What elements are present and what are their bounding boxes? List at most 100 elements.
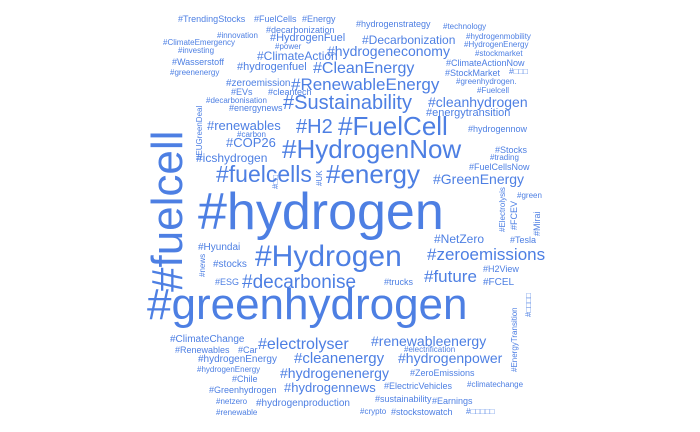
word-EUGreenDeal: #EUGreenDeal [195,105,204,160]
word-H2View: #H2View [483,264,519,274]
word-energy: #energy [326,159,420,189]
word-Renewables: #Renewables [175,345,230,355]
word-UK: #UK [315,170,324,186]
word-placeholder-4: #□□□□ [524,293,533,317]
word-hydrogeneconomy: #hydrogeneconomy [327,43,450,59]
word-hydrogenfuel: #hydrogenfuel [237,61,307,73]
word-hydrogennow: #hydrogennow [468,124,528,134]
word-ZeroEmissions: #ZeroEmissions [410,368,475,378]
word-HydrogenEnergy: #HydrogenEnergy [464,40,529,49]
word-renewableenergy: #renewableenergy [371,333,487,349]
word-power: #power [275,42,302,51]
word-FCEV: #FCEV [509,200,519,230]
word-EnergyTransition: #EnergyTransition [510,307,519,372]
word-stocks: #stocks [213,259,247,270]
word-electrification: #electrification [404,345,456,354]
word-Energy: #Energy [302,14,336,24]
word-trucks: #trucks [384,277,414,287]
word-ClimateEmergency: #ClimateEmergency [163,38,236,47]
word-Fuelcell: #Fuelcell [477,86,510,95]
word-ESG: #ESG [215,277,240,287]
word-COP26: #COP26 [226,135,276,150]
word-Greenhydrogen: #Greenhydrogen [209,385,277,395]
word-hydrogenmobility: #hydrogenmobility [466,32,531,41]
word-Earnings: #Earnings [432,396,473,406]
word-fuelcells: #fuelcells [216,161,312,187]
word-H2: #H2 [296,116,333,138]
word-Decarbonization: #Decarbonization [362,33,456,47]
word-renewables: #renewables [207,118,281,133]
word-cleanhydrogen: #cleanhydrogen [428,94,528,110]
word-FuelCellsNow: #FuelCellsNow [469,162,530,172]
word-FuelCells: #FuelCells [254,14,297,24]
word-Electrolysis: #Electrolysis [498,187,507,232]
word-Hydrogen: #Hydrogen [255,240,402,273]
word-zeroemission: #zeroemission [226,78,291,89]
word-sustainability: #sustainability [375,394,432,404]
word-Tesla: #Tesla [510,235,537,245]
word-HydrogenWave: #hydrogenEnergy [198,354,277,365]
word-Mirai: #Mirai [532,211,542,236]
word-innovation: #innovation [217,31,258,40]
word-decarbonization: #decarbonization [266,25,335,35]
word-fuelcell: #fuelcell [143,130,192,292]
word-greenhydrogen-dot: #greenhydrogen. [456,77,517,86]
word-HydrogenNow: #HydrogenNow [282,134,462,164]
word-FuelCell: #FuelCell [338,111,448,141]
word-FCEL: #FCEL [483,277,515,288]
word-crypto: #crypto [360,407,387,416]
word-decarbonisation: #decarbonisation [206,96,267,105]
word-hydrogenstrategy: #hydrogenstrategy [356,19,431,29]
word-trading: #trading [490,153,519,162]
word-EVs-cleantech: #EVs [231,87,253,97]
word-placeholder-3: #□□□ [509,67,528,76]
word-NetZero: #NetZero [434,232,485,246]
word-Stocks: #Stocks [495,145,528,155]
word-renewable: #renewable [216,408,258,417]
word-placeholder-2: #□□ [271,174,280,189]
word-future: #future [424,267,477,286]
word-netzero: #netzero [216,397,248,406]
word-placeholder-5: #□□□□□ [466,407,495,416]
word-hydrogenproduction: #hydrogenproduction [256,398,350,409]
word-energynews: #energynews [229,103,283,113]
word-ElectricVehicles: #ElectricVehicles [384,381,453,391]
word-stockmarket: #stockmarket [475,49,523,58]
word-Hyundai: #Hyundai [198,242,241,253]
word-hydrogennews: #hydrogennews [284,380,376,395]
word-Car: #Car [238,345,258,355]
word-greenenergy: #greenenergy [170,68,220,77]
word-cleanenergy: #cleanenergy [294,350,385,367]
word-StockMarket: #StockMarket [445,68,501,78]
word-HydrogenFuel: #HydrogenFuel [270,32,346,44]
word-Sustainability: #Sustainability [283,92,412,114]
word-hydrogen: #hydrogen [198,183,444,241]
word-carbon: #carbon [237,130,266,139]
word-stockstowatch: #stockstowatch [391,407,453,417]
word-technology: #technology [443,22,487,31]
word-TrendingStocks: #TrendingStocks [178,14,246,24]
word-cleantech: #cleantech [268,87,312,97]
word-energytransition: #energytransition [426,107,511,119]
word-electrolyser: #electrolyser [258,336,349,353]
word-Chile: #Chile [232,374,258,384]
word-zeroemissions: #zeroemissions [427,245,546,264]
word-green: #green [517,191,542,200]
word-greenhydrogen: #greenhydrogen [147,280,468,329]
word-icshydrogen: #icshydrogen [196,151,268,165]
word-news: #news [198,253,207,277]
word-ClimateAction: #ClimateAction [257,49,338,63]
word-ClimateActionNow: #ClimateActionNow [446,58,525,68]
word-investing: #investing [178,46,215,55]
word-climatechange: #climatechange [467,380,524,389]
word-hydrogenenergy: #hydrogenenergy [280,365,389,381]
word-RenewableEnergy: #RenewableEnergy [291,75,440,94]
word-ClimateChange: #ClimateChange [170,334,245,345]
word-hydrogenpower: #hydrogenpower [398,350,503,366]
word-Wasserstoff: #Wasserstoff [172,57,225,67]
word-hydrogenEnergy: #hydrogenEnergy [197,365,261,374]
word-decarbonise: #decarbonise [242,272,357,293]
word-GreenEnergy: #GreenEnergy [433,171,525,187]
word-CleanEnergy: #CleanEnergy [313,60,415,77]
